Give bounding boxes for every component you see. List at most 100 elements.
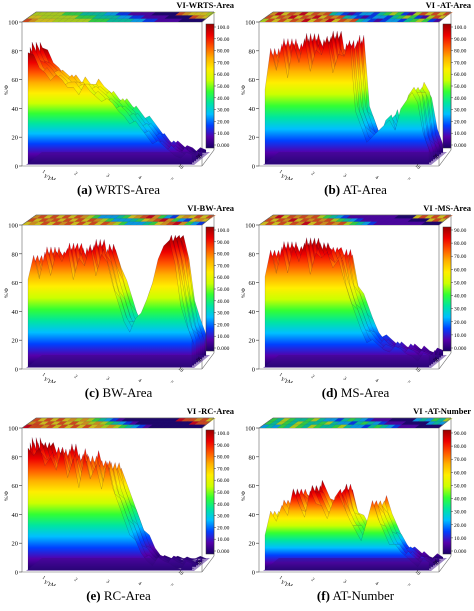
top-heatmap-cell [409, 18, 420, 22]
colorbar-tick-label: 30.00 [454, 510, 467, 516]
top-heatmap-cell [329, 15, 341, 19]
top-heatmap-cell [335, 421, 347, 425]
top-heatmap-cell [43, 418, 54, 422]
top-heatmap-cell [436, 12, 447, 16]
top-heatmap-cell [61, 418, 72, 422]
top-heatmap-cell [64, 18, 75, 22]
top-heatmap-cell [67, 418, 78, 422]
top-heatmap-cell [305, 15, 317, 19]
top-heatmap-cell [349, 424, 360, 428]
top-heatmap-cell [67, 12, 78, 16]
top-heatmap-cell [104, 218, 116, 222]
top-heatmap-cell [421, 424, 432, 428]
colorbar-tick-label: 90.00 [454, 37, 467, 43]
top-heatmap-cell [74, 15, 86, 19]
axis-box-edge [201, 352, 215, 370]
top-heatmap-cell [43, 215, 54, 219]
top-heatmap-cell [128, 421, 140, 425]
colorbar-tick-label: 60.00 [454, 470, 467, 476]
top-heatmap-cell [184, 424, 195, 428]
y-tick-label: 10 [177, 570, 184, 577]
top-heatmap-cell [358, 418, 369, 422]
top-heatmap-cell [299, 218, 311, 222]
x-tick-label: 5 [169, 178, 174, 180]
top-heatmap-cell [343, 18, 354, 22]
colorbar-tick-label: 20.00 [217, 119, 230, 125]
colorbar-tick-label: 80.00 [217, 252, 230, 258]
colorbar-tick-label: 0.000 [454, 143, 467, 149]
top-heatmap-plane [258, 214, 453, 226]
colorbar-tick-label: 100.0 [454, 25, 467, 31]
surface-ridge [264, 36, 430, 165]
top-heatmap-cell [400, 418, 411, 422]
surface [263, 237, 447, 368]
top-heatmap-cell [148, 18, 159, 22]
top-heatmap-cell [286, 215, 297, 219]
top-heatmap-cell [340, 215, 351, 219]
top-heatmap-cell [68, 218, 80, 222]
top-heatmap-cell [130, 424, 141, 428]
top-heatmap-cell [413, 218, 425, 222]
surface-plot-f: 0 20 40 60 80 100 %/Φ 1 2 3 4 5 ɣ/ɣM 10 20 VI -AT-Numbe… [241, 406, 471, 586]
top-heatmap-cell [292, 12, 303, 16]
top-heatmap-cell [379, 18, 390, 22]
top-heatmap-cell [26, 421, 38, 425]
top-heatmap-cell [394, 215, 405, 219]
chart-title: VI -AT-Number [413, 406, 471, 416]
top-heatmap-cell [31, 12, 42, 16]
top-heatmap-cell [319, 424, 330, 428]
top-heatmap-cell [139, 418, 150, 422]
top-heatmap-cell [304, 215, 315, 219]
axis-box-edge [438, 214, 452, 226]
top-heatmap-cell [425, 218, 437, 222]
top-heatmap-cell [164, 218, 176, 222]
z-tick-label: 20 [12, 541, 19, 548]
axis-box-edge [438, 11, 452, 23]
top-heatmap-cell [74, 218, 86, 222]
top-heatmap-cell [355, 221, 366, 225]
x-tick-label: 3 [105, 174, 110, 180]
top-heatmap-cell [395, 218, 407, 222]
axis-box-edge [258, 11, 274, 23]
top-heatmap-cell [328, 12, 339, 16]
top-heatmap-cell [163, 418, 174, 422]
top-heatmap-cell [128, 218, 140, 222]
x-tick-label: 2 [310, 375, 315, 381]
top-heatmap-cell [407, 421, 419, 425]
top-heatmap-cell [182, 218, 194, 222]
top-heatmap-cell [329, 421, 341, 425]
x-tick-label: 4 [374, 176, 379, 180]
top-heatmap-cell [319, 221, 330, 225]
top-heatmap-cell [88, 221, 99, 225]
top-heatmap-cell [317, 218, 329, 222]
top-heatmap-cell [49, 12, 60, 16]
top-heatmap-cell [86, 421, 98, 425]
top-heatmap-cell [112, 221, 123, 225]
top-heatmap-cell [56, 218, 68, 222]
top-heatmap-cell [292, 215, 303, 219]
caption-text-b: AT-Area [342, 182, 387, 197]
z-tick-label: 0 [15, 164, 18, 171]
top-heatmap-cell [28, 18, 39, 22]
panel-caption-f: (f) AT-Number [237, 588, 474, 604]
top-heatmap-cell [97, 418, 108, 422]
top-heatmap-cell [424, 418, 435, 422]
top-heatmap-cell [50, 15, 62, 19]
top-heatmap-cell [275, 218, 287, 222]
z-tick-label: 40 [249, 106, 256, 113]
caption-text-c: BW-Area [102, 385, 153, 400]
top-heatmap-cell [316, 215, 327, 219]
top-heatmap-cell [46, 18, 57, 22]
top-heatmap-cell [170, 421, 182, 425]
top-heatmap-cell [166, 18, 177, 22]
x-tick-label: 4 [374, 379, 379, 383]
colorbar-tick-label: 40.00 [217, 502, 230, 508]
top-heatmap-cell [172, 424, 183, 428]
top-heatmap-cell [176, 15, 188, 19]
top-heatmap-cell [373, 221, 384, 225]
surface [26, 234, 210, 368]
top-heatmap-cell [118, 18, 129, 22]
top-heatmap-cell [412, 215, 423, 219]
top-heatmap-cell [22, 18, 33, 22]
top-heatmap-cell [34, 18, 45, 22]
